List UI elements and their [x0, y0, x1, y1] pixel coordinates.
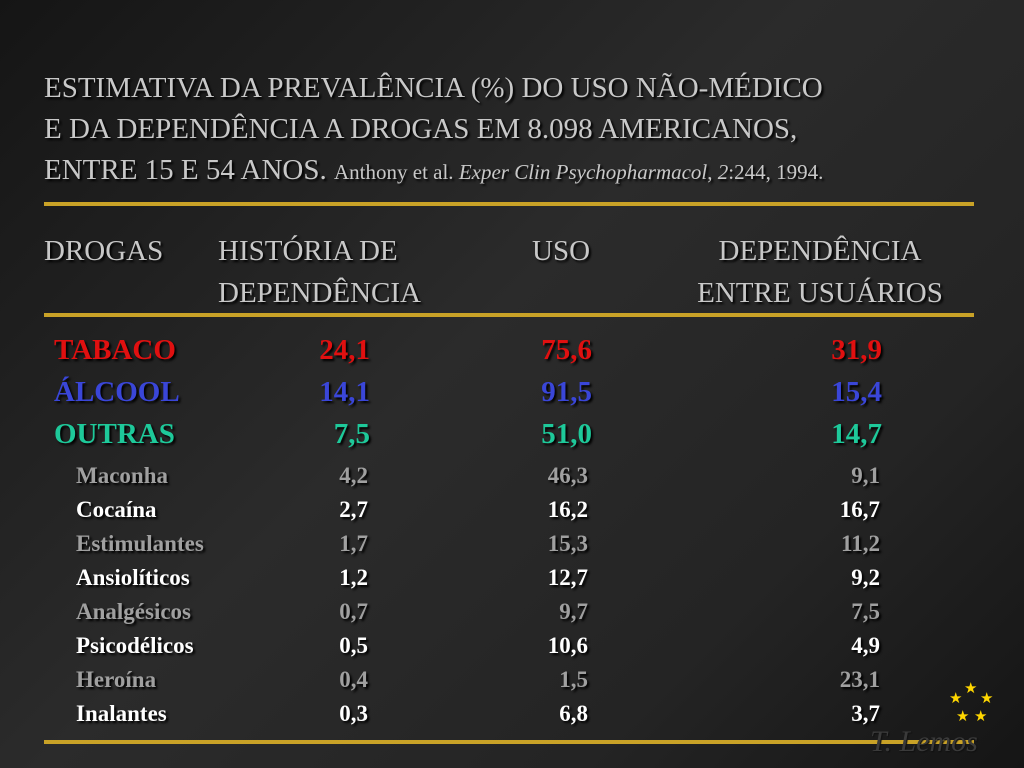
sub-row-drug-name: Cocaína: [76, 497, 157, 522]
citation-authors: Anthony et al.: [334, 160, 454, 184]
citation-journal: Exper Clin Psychopharmacol: [458, 160, 708, 184]
main-row-use-value: 75,6: [541, 334, 592, 366]
sub-row-history-value: 1,7: [339, 531, 368, 556]
header-history-line-1: HISTÓRIA DE: [218, 235, 398, 267]
sub-row-history-value: 1,2: [339, 565, 368, 590]
main-row-history-value: 24,1: [319, 334, 370, 366]
title-line-2: E DA DEPENDÊNCIA A DROGAS EM 8.098 AMERI…: [44, 113, 798, 145]
sub-row-drug-name: Analgésicos: [76, 599, 191, 624]
sub-row-dependence-value: 4,9: [851, 633, 880, 658]
main-row-dependence-value: 31,9: [831, 334, 882, 366]
sub-row-use-value: 6,8: [559, 701, 588, 726]
sub-row-dependence-value: 9,2: [851, 565, 880, 590]
main-row-use-value: 51,0: [541, 418, 592, 450]
sub-row-use-value: 15,3: [547, 531, 588, 556]
main-row-history-value: 7,5: [333, 418, 370, 450]
sub-row-drug-name: Heroína: [76, 667, 157, 692]
title-line-1: ESTIMATIVA DA PREVALÊNCIA (%) DO USO NÃO…: [44, 72, 823, 104]
sub-row-history-value: 2,7: [339, 497, 368, 522]
header-use: USO: [532, 235, 591, 267]
main-row-dependence-value: 15,4: [831, 376, 882, 408]
sub-row-drug-name: Inalantes: [76, 701, 167, 726]
header-history-line-2: DEPENDÊNCIA: [218, 277, 421, 309]
divider-top: [44, 202, 974, 206]
sub-row-history-value: 4,2: [339, 463, 368, 488]
sub-row-drug-name: Psicodélicos: [76, 633, 194, 658]
sub-row-history-value: 0,3: [339, 701, 368, 726]
sub-row-use-value: 46,3: [547, 463, 588, 488]
sub-row-dependence-value: 3,7: [851, 701, 880, 726]
header-dependence-line-2: ENTRE USUÁRIOS: [697, 277, 943, 309]
sub-row-dependence-value: 7,5: [851, 599, 880, 624]
sub-row-drug-name: Estimulantes: [76, 531, 204, 556]
divider-bottom: [44, 740, 974, 744]
sub-row-drug-name: Maconha: [76, 463, 168, 488]
sub-row-dependence-value: 16,7: [839, 497, 880, 522]
divider-middle: [44, 313, 974, 317]
sub-row-dependence-value: 9,1: [851, 463, 880, 488]
main-row-drug-name: OUTRAS: [54, 418, 175, 450]
header-drugs: DROGAS: [44, 235, 164, 267]
sub-row-dependence-value: 11,2: [841, 531, 880, 556]
sub-row-history-value: 0,5: [339, 633, 368, 658]
slide-title: ESTIMATIVA DA PREVALÊNCIA (%) DO USO NÃO…: [44, 68, 1004, 193]
sub-row-use-value: 1,5: [559, 667, 588, 692]
citation-pages: :244, 1994.: [728, 160, 824, 184]
main-row-drug-name: TABACO: [54, 334, 176, 366]
main-row-dependence-value: 14,7: [831, 418, 882, 450]
sub-row-use-value: 9,7: [559, 599, 588, 624]
stars-logo: ★ ★ ★ ★ ★: [949, 681, 994, 725]
header-dependence: DEPENDÊNCIA ENTRE USUÁRIOS: [660, 230, 980, 314]
title-line-3-text: ENTRE 15 E 54 ANOS.: [44, 154, 327, 186]
header-history: HISTÓRIA DE DEPENDÊNCIA: [218, 230, 421, 314]
citation-volume: 2: [717, 160, 729, 184]
author-watermark: T. Lemos: [870, 725, 978, 758]
sub-row-drug-name: Ansiolíticos: [76, 565, 190, 590]
title-line-3: ENTRE 15 E 54 ANOS. Anthony et al. Exper…: [44, 150, 1004, 193]
sub-row-use-value: 12,7: [547, 565, 588, 590]
main-row-history-value: 14,1: [319, 376, 370, 408]
sub-row-history-value: 0,7: [339, 599, 368, 624]
sub-row-use-value: 16,2: [547, 497, 588, 522]
main-row-use-value: 91,5: [541, 376, 592, 408]
sub-row-use-value: 10,6: [547, 633, 588, 658]
citation: Anthony et al. Exper Clin Psychopharmaco…: [334, 160, 824, 184]
sub-row-history-value: 0,4: [339, 667, 368, 692]
main-row-drug-name: ÁLCOOL: [54, 376, 180, 408]
header-dependence-line-1: DEPENDÊNCIA: [718, 235, 922, 267]
sub-row-dependence-value: 23,1: [839, 667, 880, 692]
